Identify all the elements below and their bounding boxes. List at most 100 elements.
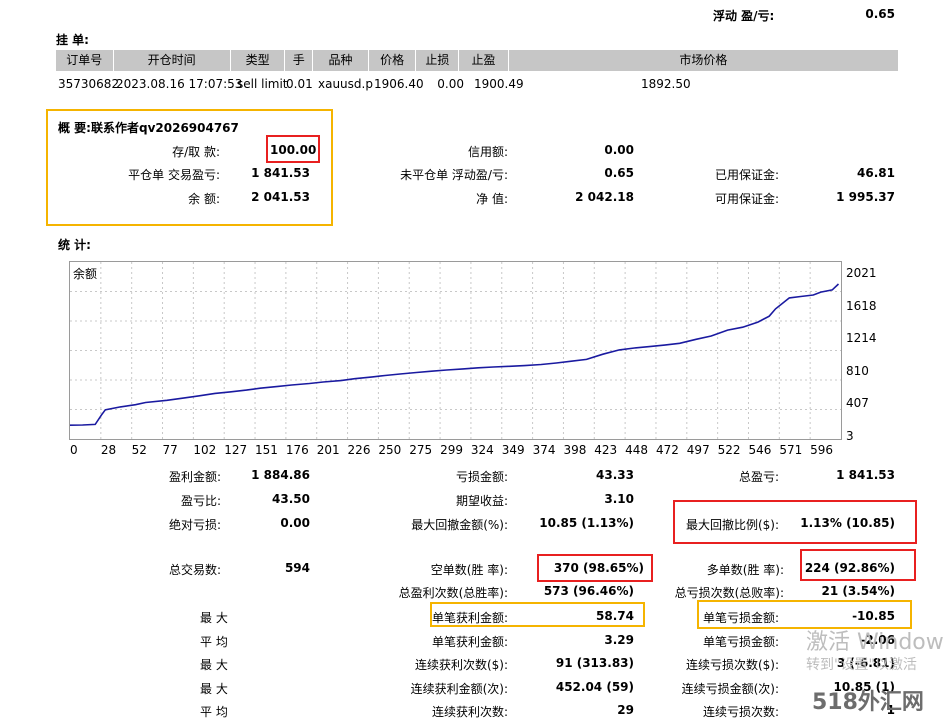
col-symbol[interactable]: 品种 <box>313 50 369 71</box>
x-tick-label: 201 <box>316 443 340 457</box>
balance-value: 2 041.53 <box>251 190 310 204</box>
y-tick-label: 1618 <box>846 298 877 313</box>
cons-profit-label: 连续获利金额(次): <box>410 682 508 696</box>
x-tick-label: 151 <box>255 443 278 457</box>
profit-label: 盈利金额: <box>168 470 221 484</box>
expected-label: 期望收益: <box>455 494 508 508</box>
x-tick-label: 571 <box>779 443 803 457</box>
short-label: 空单数(胜 率): <box>430 563 508 577</box>
x-tick-label: 176 <box>285 443 309 457</box>
avg-loss-label: 单笔亏损金额: <box>702 635 779 649</box>
short-highlight <box>537 554 653 582</box>
cons-wins-value: 91 (313.83) <box>555 656 634 670</box>
cons-losses-value: 3 (-6.81) <box>836 656 895 670</box>
cell-type: sell limit <box>237 77 288 91</box>
x-tick-label: 250 <box>378 443 402 457</box>
y-tick-label: 1214 <box>846 331 877 346</box>
profit-value: 1 884.86 <box>251 468 310 482</box>
closed-pl-label: 平仓单 交易盈亏: <box>128 168 220 182</box>
row-label-avg-2: 平 均 <box>200 705 228 719</box>
total-win-label: 总盈利次数(总胜率): <box>398 586 508 600</box>
stats-title: 统 计: <box>58 238 91 252</box>
avg-cons-wins-label: 连续获利次数: <box>431 705 508 719</box>
long-label: 多单数(胜 率): <box>706 563 784 577</box>
x-tick-label: 226 <box>347 443 371 457</box>
avg-loss-value: -2.06 <box>860 633 895 647</box>
col-type[interactable]: 类型 <box>230 50 286 71</box>
max-win-value: 58.74 <box>596 609 634 623</box>
deposit-highlight <box>266 135 320 163</box>
loss-value: 43.33 <box>596 468 634 482</box>
avg-cons-wins-value: 29 <box>617 703 634 717</box>
cons-profit-value: 452.04 (59) <box>555 680 634 694</box>
col-lots[interactable]: 手 <box>285 50 314 71</box>
deposit-value: 100.00 <box>270 143 317 157</box>
col-open-time[interactable]: 开仓时间 <box>113 50 231 71</box>
x-tick-label: 522 <box>717 443 741 457</box>
avg-cons-losses-label: 连续亏损次数: <box>702 705 779 719</box>
avg-win-label: 单笔获利金额: <box>431 635 508 649</box>
col-market-price[interactable]: 市场价格 <box>508 50 899 71</box>
y-tick-label: 2021 <box>846 266 877 280</box>
cell-ticket: 35730682 <box>58 77 120 91</box>
col-tp[interactable]: 止盈 <box>459 50 509 71</box>
cons-loss-amt-label: 连续亏损金额(次): <box>681 682 779 696</box>
row-label-avg: 平 均 <box>200 635 228 649</box>
balance-series-line <box>69 283 840 426</box>
abs-dd-label: 绝对亏损: <box>168 518 221 532</box>
col-price[interactable]: 价格 <box>368 50 417 71</box>
margin-value: 46.81 <box>857 166 895 180</box>
total-trades-value: 594 <box>284 561 310 575</box>
deposit-label: 存/取 款: <box>172 145 220 159</box>
x-tick-label: 77 <box>162 443 178 457</box>
pending-table-header: 订单号 开仓时间 类型 手 品种 价格 止损 止盈 市场价格 <box>56 50 899 71</box>
floating-pl-label: 浮动 盈/亏: <box>713 9 775 23</box>
max-dd-pct-highlight <box>673 500 917 544</box>
cons-losses-label: 连续亏损次数($): <box>685 658 779 672</box>
row-label-max: 最 大 <box>200 611 228 625</box>
max-loss-highlight <box>697 600 912 629</box>
max-loss-value: -10.85 <box>852 609 895 623</box>
max-win-highlight <box>430 602 645 627</box>
cell-tp: 1900.49 <box>474 77 524 91</box>
pf-label: 盈亏比: <box>180 494 221 508</box>
x-tick-label: 127 <box>224 443 248 457</box>
cons-loss-amt-value: 10.85 (1) <box>833 680 895 694</box>
col-ticket[interactable]: 订单号 <box>56 50 114 71</box>
cons-wins-label: 连续获利次数($): <box>414 658 508 672</box>
balance-chart-svg <box>69 262 841 439</box>
cell-lots: 0.01 <box>286 77 313 91</box>
credit-value: 0.00 <box>604 143 634 157</box>
site-watermark: 518外汇网 <box>812 690 924 715</box>
y-tick-label: 810 <box>846 363 869 378</box>
pending-title: 挂 单: <box>56 33 89 47</box>
max-dd-pct-label: 最大回撤比例($): <box>685 518 779 532</box>
total-loss-label: 总亏损次数(总败率): <box>674 586 784 600</box>
expected-value: 3.10 <box>604 492 634 506</box>
x-tick-label: 497 <box>686 443 710 457</box>
chart-legend: 余额 <box>73 267 98 281</box>
equity-value: 2 042.18 <box>575 190 634 204</box>
x-tick-label: 349 <box>501 443 525 457</box>
free-margin-label: 可用保证金: <box>714 192 779 206</box>
short-value: 370 (98.65%) <box>553 561 644 575</box>
x-tick-label: 423 <box>594 443 618 457</box>
x-tick-label: 374 <box>532 443 556 457</box>
long-highlight <box>800 549 916 581</box>
open-pl-label: 未平仓单 浮动盈/亏: <box>400 168 508 182</box>
activate-windows-watermark: 激活 Window <box>806 630 944 655</box>
x-tick-label: 596 <box>810 443 834 457</box>
total-trades-label: 总交易数: <box>168 563 221 577</box>
free-margin-value: 1 995.37 <box>836 190 895 204</box>
cell-symbol: xauusd.p <box>318 77 373 91</box>
loss-label: 亏损金额: <box>455 470 508 484</box>
row-label-max-2: 最 大 <box>200 658 228 672</box>
equity-label: 净 值: <box>476 192 508 206</box>
cell-market-price: 1892.50 <box>641 77 691 91</box>
x-tick-label: 448 <box>625 443 649 457</box>
total-win-value: 573 (96.46%) <box>543 584 634 598</box>
summary-highlight <box>46 109 333 226</box>
total-pl-label: 总盈亏: <box>738 470 779 484</box>
x-tick-label: 546 <box>748 443 772 457</box>
col-sl[interactable]: 止损 <box>416 50 460 71</box>
